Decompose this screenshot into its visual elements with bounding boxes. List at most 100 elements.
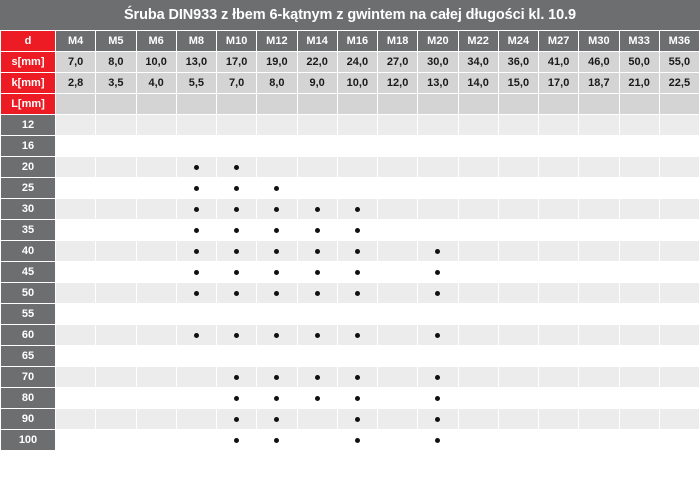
cell-m14-12 xyxy=(297,115,337,135)
availability-empty xyxy=(113,207,118,212)
column-header-m30[interactable]: M30 xyxy=(579,31,619,51)
availability-empty xyxy=(194,144,199,149)
cell-m8-25 xyxy=(176,178,216,198)
cell-m6-25 xyxy=(136,178,176,198)
k-value-m24: 15,0 xyxy=(498,73,538,93)
availability-dot xyxy=(274,374,280,380)
column-header-m36[interactable]: M36 xyxy=(659,31,699,51)
cell-m5-90 xyxy=(96,409,136,429)
availability-empty xyxy=(395,312,400,317)
k-value-m12: 8,0 xyxy=(257,73,297,93)
cell-m10-100 xyxy=(217,430,257,450)
availability-dot xyxy=(274,227,280,233)
column-header-m18[interactable]: M18 xyxy=(378,31,418,51)
length-label-45: 45 xyxy=(1,262,55,282)
cell-m12-16 xyxy=(257,136,297,156)
availability-empty xyxy=(637,333,642,338)
cell-m20-12 xyxy=(418,115,458,135)
availability-empty xyxy=(677,438,682,443)
cell-m36-55 xyxy=(659,304,699,324)
column-header-m6[interactable]: M6 xyxy=(136,31,176,51)
availability-dot xyxy=(314,374,320,380)
length-label-100: 100 xyxy=(1,430,55,450)
cell-m30-20 xyxy=(579,157,619,177)
availability-empty xyxy=(596,333,601,338)
cell-m5-16 xyxy=(96,136,136,156)
cell-m33-70 xyxy=(619,367,659,387)
cell-m14-20 xyxy=(297,157,337,177)
cell-m16-16 xyxy=(337,136,377,156)
availability-empty xyxy=(234,123,239,128)
availability-empty xyxy=(516,375,521,380)
column-header-m5[interactable]: M5 xyxy=(96,31,136,51)
availability-dot xyxy=(354,248,360,254)
cell-m4-60 xyxy=(56,325,96,345)
column-header-m16[interactable]: M16 xyxy=(337,31,377,51)
availability-dot xyxy=(234,395,240,401)
s-value-m22: 34,0 xyxy=(458,52,498,72)
cell-m33-100 xyxy=(619,430,659,450)
cell-m4-20 xyxy=(56,157,96,177)
cell-m16-55 xyxy=(337,304,377,324)
availability-empty xyxy=(73,165,78,170)
cell-m5-80 xyxy=(96,388,136,408)
availability-empty xyxy=(113,186,118,191)
availability-empty xyxy=(637,354,642,359)
availability-empty xyxy=(596,207,601,212)
cell-m5-30 xyxy=(96,199,136,219)
l-header-spacer-m20 xyxy=(418,94,458,114)
column-header-m24[interactable]: M24 xyxy=(498,31,538,51)
availability-empty xyxy=(556,123,561,128)
availability-empty xyxy=(73,354,78,359)
availability-empty xyxy=(596,144,601,149)
column-header-m20[interactable]: M20 xyxy=(418,31,458,51)
availability-empty xyxy=(194,438,199,443)
column-header-m33[interactable]: M33 xyxy=(619,31,659,51)
availability-empty xyxy=(556,165,561,170)
length-label-40: 40 xyxy=(1,241,55,261)
availability-empty xyxy=(73,207,78,212)
availability-empty xyxy=(516,291,521,296)
cell-m16-25 xyxy=(337,178,377,198)
availability-empty xyxy=(395,207,400,212)
availability-empty xyxy=(154,207,159,212)
column-header-m14[interactable]: M14 xyxy=(297,31,337,51)
availability-empty xyxy=(677,291,682,296)
cell-m4-100 xyxy=(56,430,96,450)
cell-m20-70 xyxy=(418,367,458,387)
column-header-m4[interactable]: M4 xyxy=(56,31,96,51)
cell-m12-50 xyxy=(257,283,297,303)
cell-m33-60 xyxy=(619,325,659,345)
availability-empty xyxy=(154,228,159,233)
l-header-spacer-m5 xyxy=(96,94,136,114)
cell-m14-35 xyxy=(297,220,337,240)
column-header-m22[interactable]: M22 xyxy=(458,31,498,51)
column-header-m8[interactable]: M8 xyxy=(176,31,216,51)
column-header-m12[interactable]: M12 xyxy=(257,31,297,51)
availability-empty xyxy=(476,312,481,317)
availability-empty xyxy=(395,291,400,296)
table-row-length-40: 40 xyxy=(1,241,699,261)
cell-m22-65 xyxy=(458,346,498,366)
availability-dot xyxy=(435,416,441,422)
availability-empty xyxy=(113,165,118,170)
availability-dot xyxy=(193,269,199,275)
availability-dot xyxy=(193,290,199,296)
availability-empty xyxy=(194,375,199,380)
cell-m4-12 xyxy=(56,115,96,135)
availability-dot xyxy=(274,248,280,254)
cell-m27-65 xyxy=(539,346,579,366)
availability-empty xyxy=(677,375,682,380)
availability-empty xyxy=(234,312,239,317)
availability-empty xyxy=(395,417,400,422)
cell-m5-70 xyxy=(96,367,136,387)
cell-m6-30 xyxy=(136,199,176,219)
column-header-m10[interactable]: M10 xyxy=(217,31,257,51)
column-header-m27[interactable]: M27 xyxy=(539,31,579,51)
cell-m14-90 xyxy=(297,409,337,429)
cell-m5-65 xyxy=(96,346,136,366)
availability-empty xyxy=(516,228,521,233)
availability-empty xyxy=(677,228,682,233)
availability-empty xyxy=(637,144,642,149)
cell-m27-60 xyxy=(539,325,579,345)
